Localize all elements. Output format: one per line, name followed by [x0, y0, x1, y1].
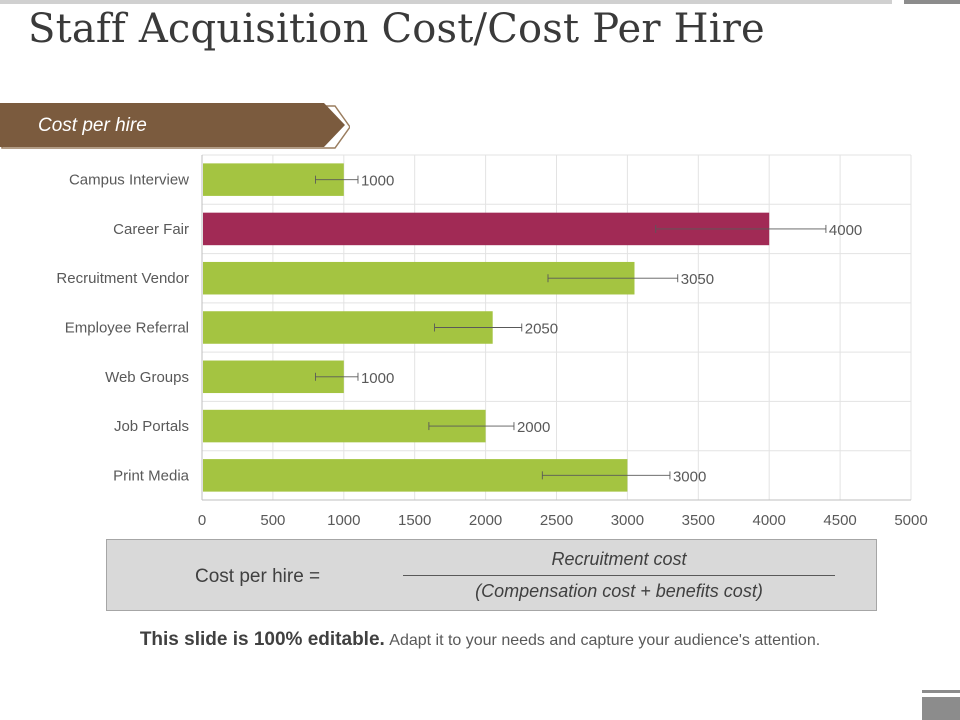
x-tick-label: 0	[198, 512, 206, 529]
data-label: 3050	[681, 271, 714, 288]
x-tick-label: 4500	[823, 512, 856, 529]
data-label: 1000	[361, 370, 394, 387]
corner-accent-thin	[922, 690, 960, 693]
cost-per-hire-bar-chart: 0 500 1000 1500 2000 2500 3000 3500 4000 4500 5000…	[56, 154, 928, 529]
category-label: Campus Interview	[69, 172, 189, 189]
x-tick-label: 1500	[398, 512, 431, 529]
corner-accent-block	[922, 697, 960, 720]
top-accent-line	[0, 0, 892, 4]
fraction-line	[403, 575, 835, 576]
x-tick-label: 4000	[753, 512, 786, 529]
data-label: 3000	[673, 468, 706, 485]
footer-bold-text: This slide is 100% editable.	[139, 629, 385, 650]
x-tick-label: 500	[260, 512, 285, 529]
category-label: Employee Referral	[65, 320, 189, 337]
slide-title: Staff Acquisition Cost/Cost Per Hire	[28, 6, 765, 52]
formula-denominator: (Compensation cost + benefits cost)	[475, 581, 763, 601]
formula-label: Cost per hire =	[195, 566, 321, 587]
category-label: Web Groups	[105, 369, 189, 386]
x-tick-label: 5000	[894, 512, 927, 529]
data-label: 2050	[525, 321, 558, 338]
footer-note: This slide is 100% editable. Adapt it to…	[0, 629, 960, 651]
x-tick-label: 3500	[682, 512, 715, 529]
top-accent-line-dark	[904, 0, 960, 4]
section-banner-label: Cost per hire	[38, 115, 147, 136]
x-tick-label: 1000	[327, 512, 360, 529]
category-label: Print Media	[113, 467, 190, 484]
data-label: 1000	[361, 173, 394, 190]
footer-normal-text: Adapt it to your needs and capture your …	[389, 632, 821, 649]
formula-box: Cost per hire = Recruitment cost (Compen…	[106, 539, 877, 611]
category-label: Recruitment Vendor	[56, 270, 189, 287]
data-label: 4000	[829, 222, 862, 239]
data-label: 2000	[517, 419, 550, 436]
x-tick-label: 2000	[469, 512, 502, 529]
category-label: Career Fair	[113, 221, 189, 238]
category-label: Job Portals	[114, 418, 189, 435]
section-banner	[0, 103, 350, 149]
x-tick-label: 2500	[540, 512, 573, 529]
x-tick-label: 3000	[611, 512, 644, 529]
formula-numerator: Recruitment cost	[551, 549, 687, 569]
